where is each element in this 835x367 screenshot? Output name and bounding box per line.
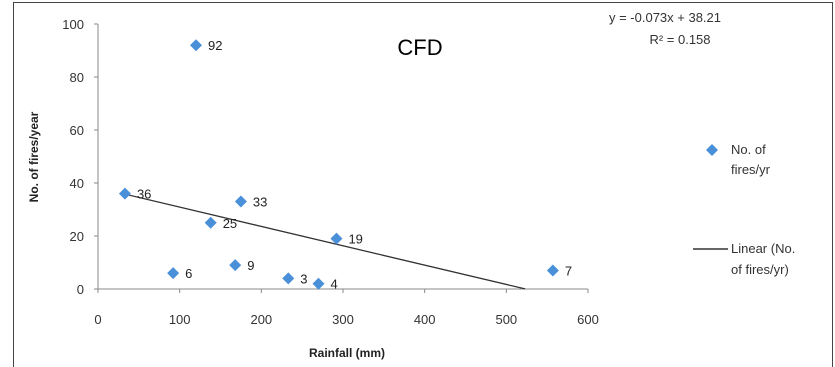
data-point [546, 264, 559, 277]
data-point [312, 277, 325, 290]
data-points [118, 39, 559, 290]
x-axis-title: Rainfall (mm) [309, 346, 385, 360]
x-tick-label: 400 [414, 312, 436, 327]
y-tick-label: 40 [70, 176, 84, 191]
data-point [282, 272, 295, 285]
y-tick-label: 100 [62, 17, 84, 32]
chart-frame [13, 2, 833, 367]
legend-label-scatter-line2: fires/yr [731, 162, 771, 177]
data-label: 19 [348, 232, 362, 247]
legend-marker-scatter [706, 144, 718, 156]
x-tick-label: 200 [250, 312, 272, 327]
data-label: 6 [185, 266, 192, 281]
legend-label-trendline-line2: of fires/yr) [731, 262, 789, 277]
y-tick-label: 20 [70, 229, 84, 244]
y-tick-label: 80 [70, 70, 84, 85]
data-point [118, 187, 131, 200]
data-label: 4 [331, 277, 338, 292]
y-axis-ticks: 0 20 40 60 80 100 [62, 17, 98, 297]
data-point [234, 195, 247, 208]
legend-diamond [706, 144, 718, 156]
y-axis-title: No. of fires/year [27, 111, 41, 202]
data-point [167, 267, 180, 280]
x-tick-label: 100 [169, 312, 191, 327]
x-tick-label: 300 [332, 312, 354, 327]
data-label: 9 [247, 258, 254, 273]
legend-label-scatter-line1: No. of [731, 142, 766, 157]
data-label: 33 [253, 195, 267, 210]
data-labels: 92 36 33 25 19 9 6 3 4 7 [137, 38, 572, 292]
data-label: 7 [565, 263, 572, 278]
x-tick-label: 0 [94, 312, 101, 327]
data-label: 25 [223, 216, 237, 231]
trendline [122, 192, 526, 290]
y-tick-label: 0 [77, 282, 84, 297]
trendline-line [122, 192, 526, 290]
legend: No. of fires/yr Linear (No. of fires/yr) [693, 142, 795, 277]
x-tick-label: 600 [577, 312, 599, 327]
data-point [204, 216, 217, 229]
y-tick-label: 60 [70, 123, 84, 138]
trendline-equation: y = -0.073x + 38.21 [609, 10, 721, 25]
data-point [190, 39, 202, 52]
data-point [229, 259, 242, 272]
data-label: 3 [300, 271, 307, 286]
data-point [330, 232, 343, 245]
data-label: 36 [137, 187, 151, 202]
x-axis-ticks: 0 100 200 300 400 500 600 [94, 289, 599, 327]
data-label: 92 [208, 38, 222, 53]
axes [97, 24, 588, 290]
legend-label-trendline-line1: Linear (No. [731, 241, 795, 256]
chart-title: CFD [397, 35, 442, 60]
r-squared-label: R² = 0.158 [649, 32, 710, 47]
x-tick-label: 500 [495, 312, 517, 327]
